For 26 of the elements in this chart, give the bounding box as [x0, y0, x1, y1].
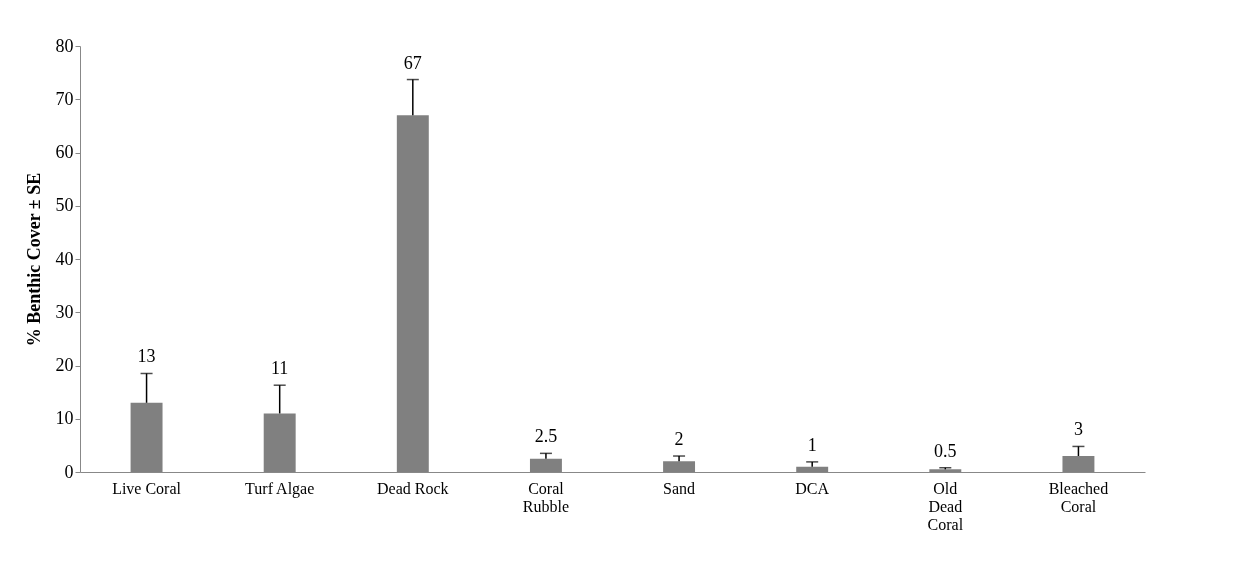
y-tick-label: 80 [55, 35, 74, 56]
x-tick-label: Sand [663, 479, 696, 497]
y-tick-label: 60 [55, 142, 74, 162]
data-label: 11 [271, 358, 289, 379]
data-label: 0.5 [934, 440, 957, 461]
x-tick-label: Dead Rock [377, 479, 449, 497]
y-axis-title: % Benthic Cover ± SE [23, 172, 44, 347]
y-tick-label: 30 [55, 301, 74, 322]
data-label: 13 [137, 346, 156, 367]
x-tick-label: Old Dead Coral [927, 479, 964, 533]
y-tick-label: 70 [55, 88, 74, 109]
data-label: 67 [403, 52, 422, 73]
x-tick-label: Coral Rubble [522, 479, 570, 515]
x-tick-label: Live Coral [112, 479, 182, 497]
y-tick-label: 0 [64, 461, 74, 482]
y-tick-label: 20 [55, 355, 74, 375]
x-tick-label: Turf Algae [245, 479, 315, 498]
data-label: 2.5 [534, 426, 558, 447]
data-label: 2 [674, 429, 684, 450]
x-tick-label: DCA [795, 479, 830, 497]
y-tick-label: 50 [55, 195, 74, 216]
data-label: 1 [807, 434, 817, 455]
y-tick-label: 40 [55, 248, 74, 269]
data-label: 3 [1073, 419, 1083, 440]
y-tick-label: 10 [55, 408, 74, 429]
x-tick-label: Bleached Coral [1048, 479, 1109, 515]
